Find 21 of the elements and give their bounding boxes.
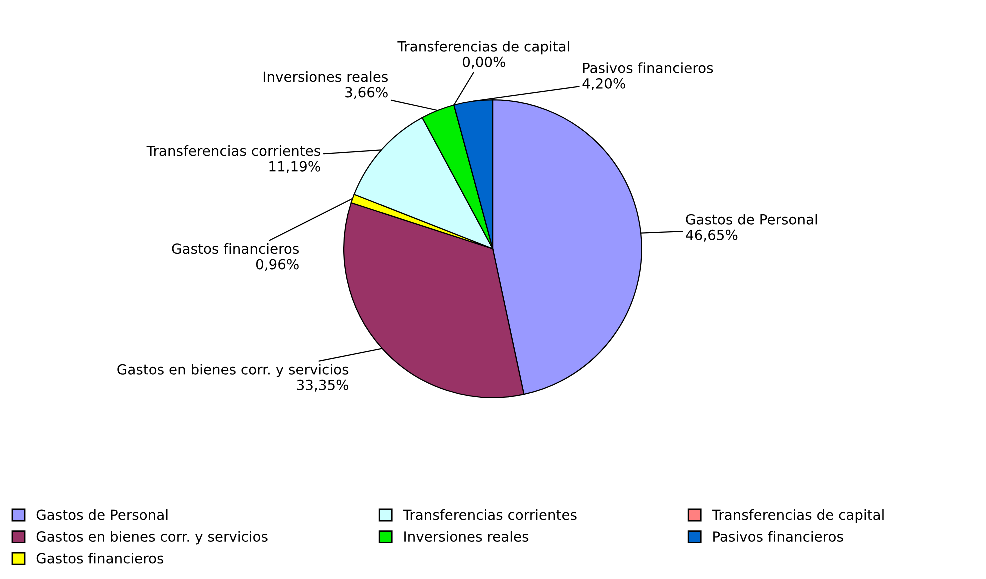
data-label: 4,20% — [582, 78, 626, 90]
legend-label: Inversiones reales — [404, 531, 529, 542]
text: 0,00% — [463, 56, 506, 69]
data-label: 3,66% — [346, 87, 388, 100]
slice-label: Transferencias corrientes — [146, 146, 320, 156]
category-label: Transferencias de capital — [398, 41, 570, 55]
data-label: 46,65% — [686, 230, 738, 242]
data-label: 11,19% — [270, 161, 320, 174]
legend-label: Gastos en bienes corr. y servicios — [36, 531, 268, 545]
data-label: 33,35% — [297, 380, 349, 392]
legend-label: Pasivos financieros — [714, 531, 844, 542]
slice-label: Gastos financieros — [172, 243, 299, 254]
data-label: 0,96% — [256, 259, 299, 272]
slice-label: Pasivos financieros — [583, 62, 714, 74]
legend-label: Transferencias corrientes — [403, 510, 577, 520]
legend-label: Transferencias de capital — [712, 510, 884, 523]
slice-label: Inversiones reales — [264, 71, 388, 82]
legend-label: Gastos financieros — [36, 553, 164, 564]
slice-label: Gastos de Personal — [686, 214, 818, 225]
slice-label: Gastos en bienes corr. y servicios — [118, 364, 349, 378]
legend-label: Gastos de Personal — [36, 510, 168, 520]
